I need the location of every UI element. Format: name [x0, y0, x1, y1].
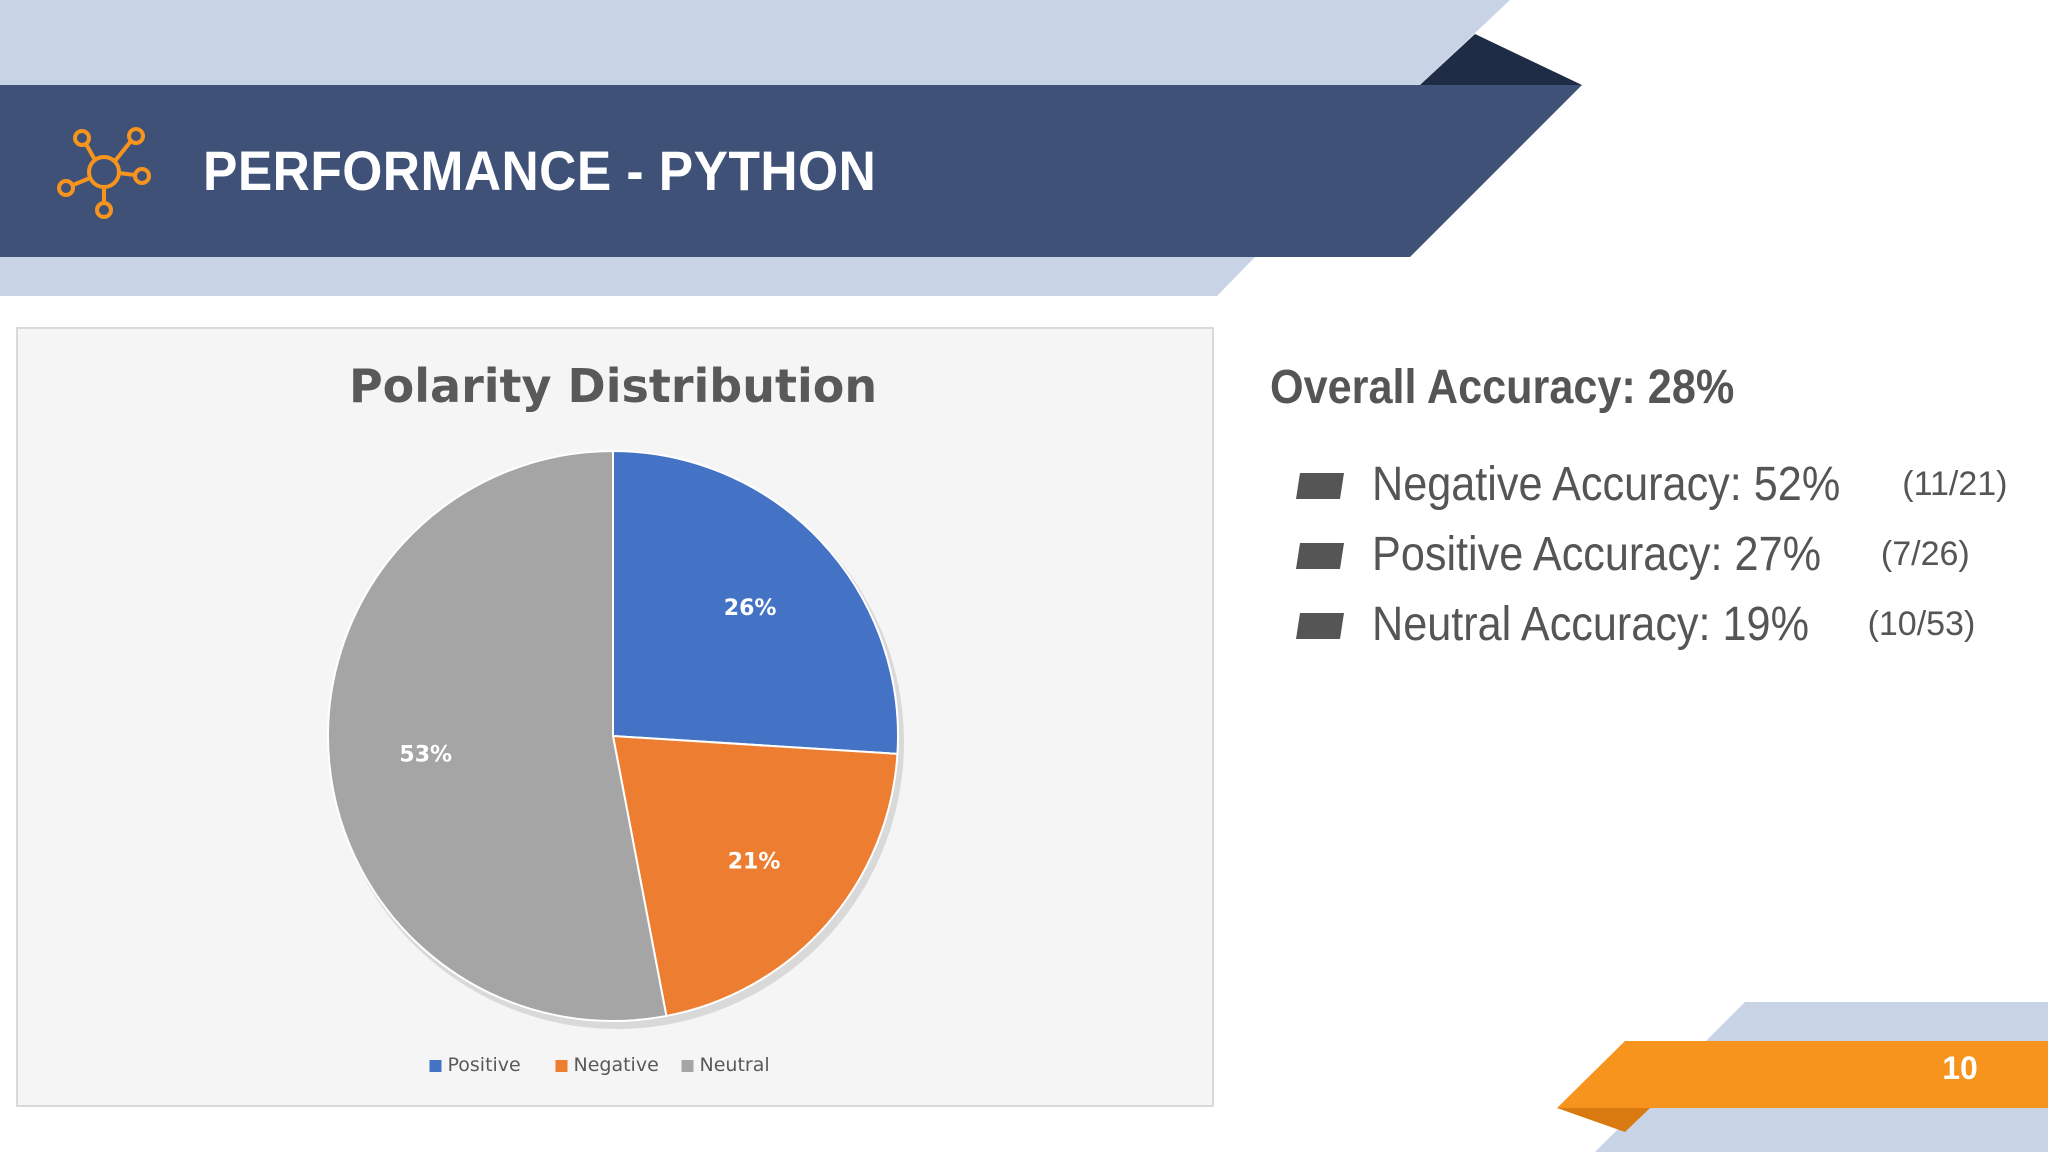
- dark-accent-shape: [1420, 34, 1582, 85]
- bullet-icon: [1296, 543, 1344, 569]
- accuracy-label: Negative Accuracy: 52%: [1372, 457, 1841, 511]
- orange-page-banner: [1557, 1041, 2048, 1108]
- accuracy-fraction: (7/26): [1880, 534, 1970, 573]
- list-item-positive-accuracy: Positive Accuracy: 27% (7/26): [1270, 519, 2030, 589]
- top-light-band: [0, 0, 1510, 85]
- lower-light-band: [0, 257, 1255, 296]
- header-band: [0, 85, 1582, 257]
- data-label-neutral: 53%: [399, 743, 452, 768]
- orange-shadow-shape: [1557, 1108, 1650, 1132]
- slide-title: PERFORMANCE - PYTHON: [203, 139, 877, 202]
- legend-swatch-negative: [555, 1060, 568, 1072]
- pie-slice-positive: [612, 449, 899, 755]
- legend-label-negative: Negative: [574, 1054, 659, 1076]
- accuracy-label: Positive Accuracy: 27%: [1372, 527, 1822, 581]
- pie-chart-panel: Polarity Distribution 26% 21% 53% Positive N…: [16, 327, 1214, 1107]
- bullet-icon: [1296, 473, 1344, 499]
- legend-swatch-positive: [429, 1060, 442, 1072]
- legend-label-positive: Positive: [448, 1054, 521, 1076]
- accuracy-list: Negative Accuracy: 52% (11/21) Positive A…: [1270, 449, 2030, 659]
- page-number: 10: [1942, 1050, 1978, 1086]
- legend-swatch-neutral: [681, 1060, 694, 1072]
- accuracy-panel: Overall Accuracy: 28% Negative Accuracy:…: [1270, 360, 2030, 659]
- legend-label-neutral: Neutral: [700, 1054, 770, 1076]
- list-item-neutral-accuracy: Neutral Accuracy: 19% (10/53): [1270, 589, 2030, 659]
- accuracy-fraction: (11/21): [1902, 464, 2008, 503]
- data-label-positive: 26%: [724, 596, 777, 621]
- pie-slice-negative: [611, 734, 899, 1018]
- list-item-negative-accuracy: Negative Accuracy: 52% (11/21): [1270, 449, 2030, 519]
- overall-accuracy: Overall Accuracy: 28%: [1270, 361, 1735, 414]
- network-nodes-icon: [57, 127, 151, 219]
- pie-chart: Polarity Distribution 26% 21% 53% Positive N…: [327, 359, 904, 1076]
- accuracy-label: Neutral Accuracy: 19%: [1372, 597, 1810, 651]
- pie-slice-neutral: [327, 449, 668, 1022]
- accuracy-fraction: (10/53): [1867, 604, 1976, 643]
- data-label-negative: 21%: [728, 849, 781, 874]
- chart-title: Polarity Distribution: [349, 359, 877, 413]
- bullet-icon: [1296, 613, 1344, 639]
